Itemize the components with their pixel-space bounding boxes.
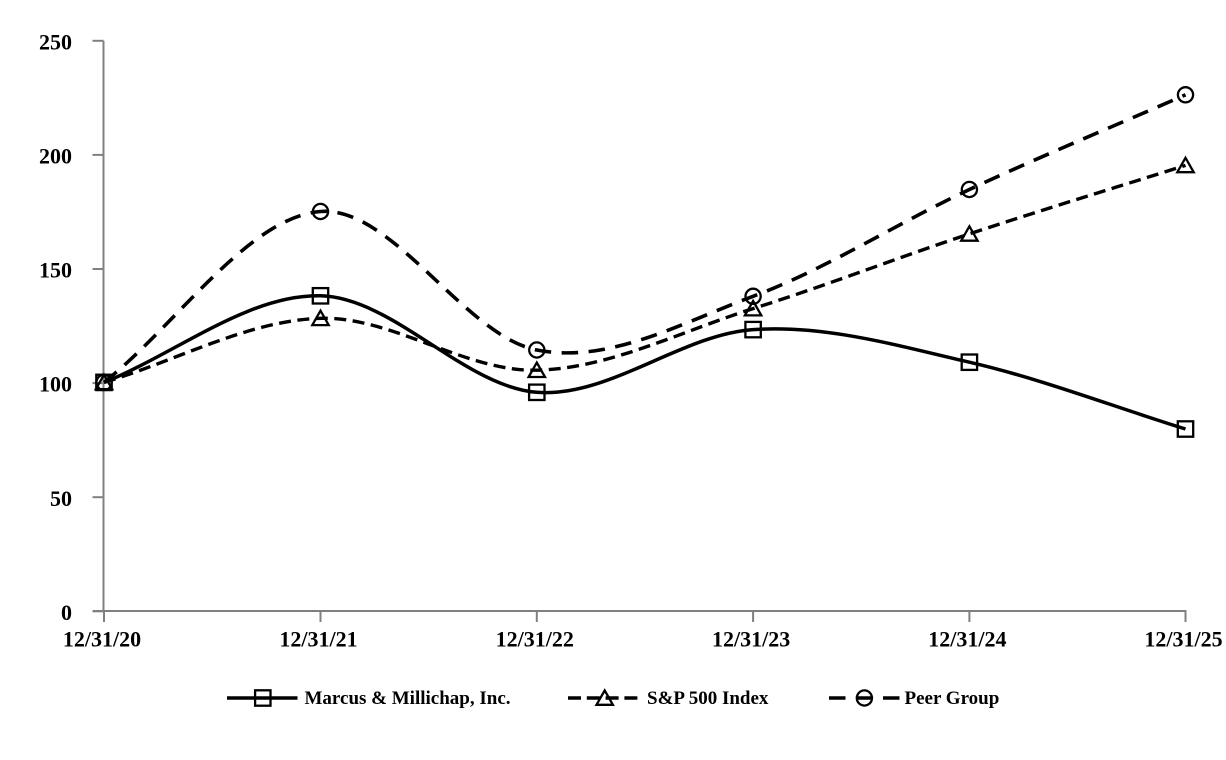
- svg-text:Peer Group: Peer Group: [905, 688, 1000, 709]
- svg-text:12/31/20: 12/31/20: [63, 627, 141, 652]
- svg-text:200: 200: [39, 144, 72, 169]
- svg-text:0: 0: [61, 600, 72, 625]
- svg-text:150: 150: [39, 258, 72, 283]
- svg-text:12/31/22: 12/31/22: [496, 627, 574, 652]
- svg-text:Marcus & Millichap, Inc.: Marcus & Millichap, Inc.: [305, 688, 511, 709]
- svg-text:250: 250: [39, 29, 72, 54]
- svg-text:100: 100: [39, 372, 72, 397]
- svg-text:50: 50: [50, 486, 72, 511]
- svg-text:12/31/21: 12/31/21: [279, 627, 357, 652]
- svg-text:12/31/25: 12/31/25: [1144, 627, 1222, 652]
- svg-text:S&P 500 Index: S&P 500 Index: [647, 688, 769, 709]
- svg-text:12/31/23: 12/31/23: [712, 627, 790, 652]
- svg-text:12/31/24: 12/31/24: [928, 627, 1006, 652]
